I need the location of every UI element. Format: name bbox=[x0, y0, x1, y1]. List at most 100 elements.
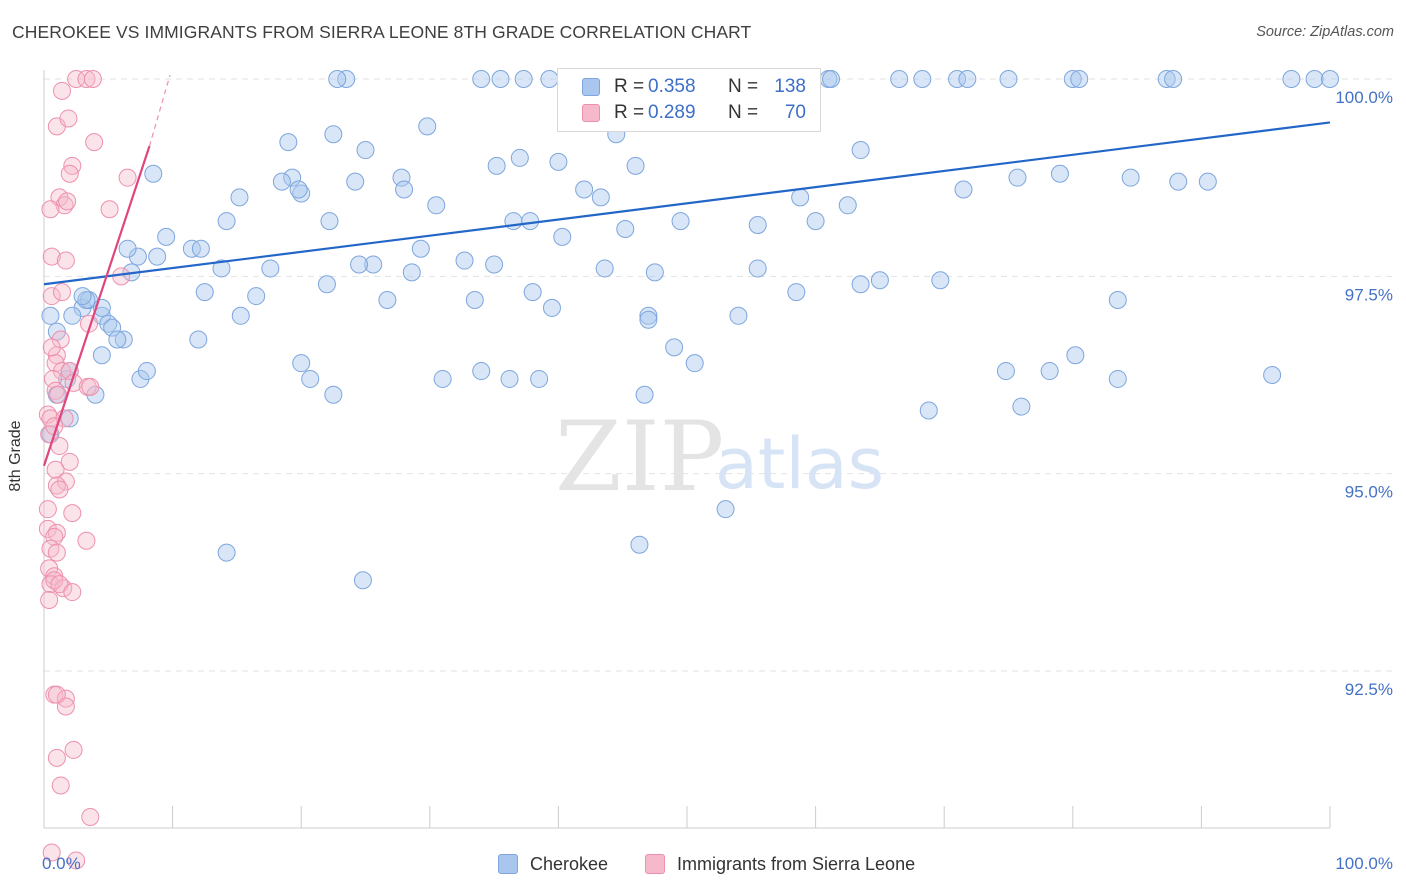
data-point-cherokee bbox=[63, 306, 82, 325]
data-point-sierra-leone bbox=[60, 164, 79, 183]
data-point-sierra-leone bbox=[59, 109, 78, 128]
watermark-zip: ZIP bbox=[555, 401, 724, 513]
data-point-sierra-leone bbox=[100, 200, 119, 219]
legend-n-label: N = bbox=[728, 102, 759, 123]
data-point-cherokee bbox=[791, 188, 810, 207]
data-point-cherokee bbox=[427, 196, 446, 215]
data-point-cherokee bbox=[787, 283, 806, 302]
tick-labels: 92.5% 95.0% 97.5% 100.0% 0.0% 100.0% bbox=[42, 88, 1393, 873]
data-point-cherokee bbox=[247, 287, 266, 306]
data-point-cherokee bbox=[1108, 369, 1127, 388]
data-point-sierra-leone bbox=[64, 740, 83, 759]
data-point-cherokee bbox=[806, 212, 825, 231]
data-point-cherokee bbox=[729, 306, 748, 325]
data-point-cherokee bbox=[1063, 70, 1082, 88]
data-point-sierra-leone bbox=[81, 808, 100, 827]
data-point-cherokee bbox=[510, 148, 529, 167]
data-point-cherokee bbox=[317, 275, 336, 294]
data-point-cherokee bbox=[1157, 70, 1176, 88]
source-credit: Source: ZipAtlas.com bbox=[1256, 24, 1394, 40]
watermark-atlas: atlas bbox=[715, 423, 884, 505]
data-point-cherokee bbox=[289, 180, 308, 199]
data-point-sierra-leone bbox=[42, 287, 61, 306]
data-point-cherokee bbox=[639, 310, 658, 329]
y-axis-label: 8th Grade bbox=[7, 420, 24, 492]
data-point-sierra-leone bbox=[77, 531, 96, 550]
watermark: ZIP atlas bbox=[555, 401, 884, 513]
data-point-cherokee bbox=[931, 271, 950, 290]
data-point-cherokee bbox=[455, 251, 474, 270]
data-point-cherokee bbox=[346, 172, 365, 191]
data-point-cherokee bbox=[118, 239, 137, 258]
data-point-cherokee bbox=[954, 180, 973, 199]
trend-lines bbox=[42, 74, 1331, 467]
data-point-cherokee bbox=[671, 212, 690, 231]
data-point-cherokee bbox=[337, 70, 356, 88]
data-point-cherokee bbox=[472, 70, 491, 88]
bottom-legend-cherokee: Cherokee bbox=[498, 851, 608, 877]
data-point-cherokee bbox=[1066, 346, 1085, 365]
data-point-cherokee bbox=[324, 125, 343, 144]
data-point-cherokee bbox=[716, 500, 735, 519]
x-tick-label-max: 100.0% bbox=[1335, 854, 1393, 873]
grid-lines bbox=[44, 78, 1392, 672]
data-point-sierra-leone bbox=[58, 192, 77, 211]
data-point-cherokee bbox=[108, 330, 127, 349]
data-point-cherokee bbox=[639, 306, 658, 325]
data-point-cherokee bbox=[635, 385, 654, 404]
data-point-cherokee bbox=[851, 141, 870, 160]
data-point-cherokee bbox=[292, 354, 311, 373]
y-tick-label: 97.5% bbox=[1345, 285, 1393, 304]
legend-n-label: N = bbox=[728, 76, 759, 97]
data-point-cherokee bbox=[549, 152, 568, 171]
data-point-cherokee bbox=[591, 188, 610, 207]
data-point-sierra-leone bbox=[53, 362, 72, 381]
data-point-sierra-leone bbox=[50, 575, 69, 594]
legend-row-cherokee: R = 0.358 N = 138 bbox=[582, 75, 806, 99]
data-point-cherokee bbox=[73, 287, 92, 306]
legend-n-value: 70 bbox=[784, 102, 806, 123]
data-point-cherokee bbox=[630, 535, 649, 554]
data-point-cherokee bbox=[301, 369, 320, 388]
x-tick-label-min: 0.0% bbox=[42, 854, 81, 873]
bottom-legend-label: Cherokee bbox=[530, 853, 609, 874]
data-point-sierra-leone bbox=[38, 500, 57, 519]
data-point-sierra-leone bbox=[83, 70, 102, 88]
data-point-sierra-leone bbox=[42, 247, 61, 266]
legend-swatch-blue bbox=[582, 78, 600, 96]
data-point-cherokee bbox=[1108, 291, 1127, 310]
data-point-cherokee bbox=[392, 168, 411, 187]
data-point-cherokee bbox=[137, 362, 156, 381]
data-point-cherokee bbox=[748, 259, 767, 278]
data-point-sierra-leone bbox=[47, 748, 66, 767]
data-point-cherokee bbox=[1070, 70, 1089, 88]
data-point-cherokee bbox=[913, 70, 932, 88]
data-point-cherokee bbox=[41, 306, 60, 325]
data-point-cherokee bbox=[157, 227, 176, 246]
data-point-cherokee bbox=[418, 117, 437, 136]
data-point-cherokee bbox=[231, 306, 250, 325]
sierra-leone-points bbox=[38, 70, 137, 870]
data-point-cherokee bbox=[272, 172, 291, 191]
data-point-cherokee bbox=[1305, 70, 1324, 88]
data-point-cherokee bbox=[217, 212, 236, 231]
trend-extension-sierra-leone bbox=[148, 74, 171, 147]
y-tick-label: 95.0% bbox=[1345, 483, 1393, 502]
legend-swatch-pink bbox=[582, 104, 600, 122]
data-point-cherokee bbox=[851, 275, 870, 294]
data-point-cherokee bbox=[1198, 172, 1217, 191]
data-point-cherokee bbox=[958, 70, 977, 88]
data-point-cherokee bbox=[189, 330, 208, 349]
data-point-cherokee bbox=[328, 70, 347, 88]
data-point-cherokee bbox=[996, 362, 1015, 381]
data-point-cherokee bbox=[521, 212, 540, 231]
data-point-cherokee bbox=[999, 70, 1018, 88]
data-point-cherokee bbox=[148, 247, 167, 266]
data-point-sierra-leone bbox=[85, 133, 104, 152]
trend-line-cherokee bbox=[43, 121, 1331, 286]
data-point-cherokee bbox=[472, 362, 491, 381]
data-point-cherokee bbox=[870, 271, 889, 290]
data-point-cherokee bbox=[1169, 172, 1188, 191]
data-point-cherokee bbox=[685, 354, 704, 373]
